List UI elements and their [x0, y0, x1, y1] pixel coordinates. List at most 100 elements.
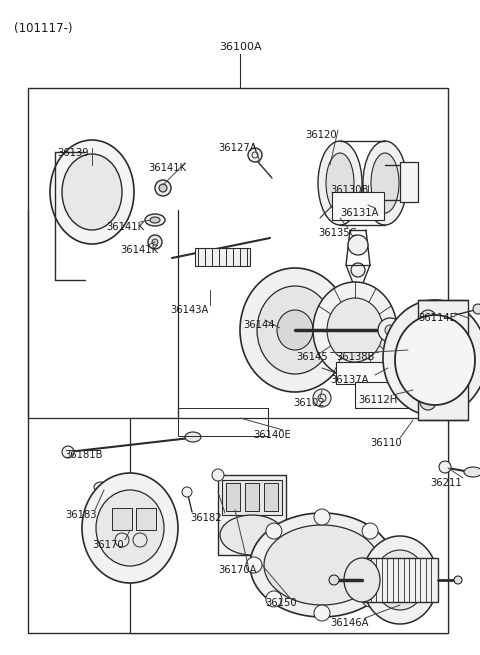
- Ellipse shape: [344, 558, 380, 602]
- Ellipse shape: [371, 153, 399, 213]
- Ellipse shape: [257, 286, 333, 374]
- Bar: [178, 408, 268, 436]
- Circle shape: [473, 304, 480, 314]
- Text: 36131A: 36131A: [340, 208, 379, 218]
- Circle shape: [385, 325, 395, 335]
- Circle shape: [266, 523, 282, 539]
- Circle shape: [266, 591, 282, 607]
- Text: 36100A: 36100A: [219, 42, 261, 52]
- Bar: [130, 418, 448, 633]
- Circle shape: [420, 310, 436, 326]
- Circle shape: [420, 394, 436, 410]
- Bar: [218, 475, 286, 555]
- Circle shape: [351, 263, 365, 277]
- Circle shape: [439, 461, 451, 473]
- Ellipse shape: [363, 141, 407, 225]
- Ellipse shape: [362, 536, 438, 624]
- Ellipse shape: [399, 318, 471, 398]
- Text: 36135C: 36135C: [318, 228, 357, 238]
- Bar: [112, 508, 132, 530]
- Text: 36150: 36150: [265, 598, 297, 608]
- Ellipse shape: [62, 154, 122, 230]
- Bar: [226, 483, 240, 511]
- Circle shape: [248, 148, 262, 162]
- Ellipse shape: [145, 214, 165, 226]
- Bar: [264, 483, 278, 511]
- Ellipse shape: [240, 268, 350, 392]
- Circle shape: [62, 446, 74, 458]
- Ellipse shape: [395, 315, 475, 405]
- Bar: [245, 483, 259, 511]
- Circle shape: [155, 180, 171, 196]
- Text: 36146A: 36146A: [330, 618, 369, 628]
- Circle shape: [115, 533, 129, 547]
- Circle shape: [454, 576, 462, 584]
- Ellipse shape: [82, 473, 178, 583]
- Bar: [418, 300, 468, 420]
- Ellipse shape: [383, 300, 480, 416]
- Text: 36144: 36144: [243, 320, 275, 330]
- Circle shape: [133, 533, 147, 547]
- Text: 36130B: 36130B: [330, 185, 368, 195]
- Ellipse shape: [264, 525, 380, 605]
- Circle shape: [313, 389, 331, 407]
- Text: 36141K: 36141K: [106, 222, 144, 232]
- Circle shape: [314, 605, 330, 621]
- Ellipse shape: [417, 338, 453, 378]
- Circle shape: [378, 318, 402, 342]
- Text: 36211: 36211: [430, 478, 462, 488]
- Bar: [400, 162, 418, 202]
- Text: 36110: 36110: [370, 438, 402, 448]
- Ellipse shape: [150, 217, 160, 223]
- Text: 36112H: 36112H: [358, 395, 397, 405]
- Circle shape: [212, 469, 224, 481]
- Text: 36181B: 36181B: [64, 450, 103, 460]
- Ellipse shape: [326, 153, 354, 213]
- Text: 36140E: 36140E: [253, 430, 291, 440]
- Circle shape: [148, 235, 162, 249]
- Circle shape: [382, 557, 398, 573]
- Ellipse shape: [374, 550, 426, 610]
- Ellipse shape: [185, 432, 201, 442]
- Circle shape: [362, 591, 378, 607]
- Ellipse shape: [50, 140, 134, 244]
- Ellipse shape: [94, 482, 108, 492]
- Text: 36143A: 36143A: [170, 305, 208, 315]
- Circle shape: [182, 487, 192, 497]
- Ellipse shape: [277, 310, 313, 350]
- Circle shape: [348, 235, 368, 255]
- Text: 36114E: 36114E: [418, 313, 456, 323]
- Circle shape: [400, 347, 416, 363]
- Text: 36170A: 36170A: [218, 565, 256, 575]
- Circle shape: [329, 575, 339, 585]
- Bar: [195, 248, 250, 266]
- Bar: [332, 192, 384, 220]
- Text: 36138B: 36138B: [336, 352, 374, 362]
- Text: 36183: 36183: [65, 510, 96, 520]
- Bar: [336, 362, 388, 384]
- Circle shape: [246, 557, 262, 573]
- Circle shape: [152, 239, 158, 245]
- Ellipse shape: [318, 141, 362, 225]
- Ellipse shape: [464, 467, 480, 477]
- Circle shape: [362, 523, 378, 539]
- Ellipse shape: [313, 282, 397, 378]
- Text: 36141K: 36141K: [148, 163, 186, 173]
- Text: 36139: 36139: [57, 148, 89, 158]
- Bar: [28, 88, 448, 633]
- Bar: [136, 508, 156, 530]
- Text: 36137A: 36137A: [330, 375, 369, 385]
- Ellipse shape: [96, 490, 164, 566]
- Ellipse shape: [250, 513, 394, 617]
- Text: 36170: 36170: [92, 540, 124, 550]
- Circle shape: [159, 184, 167, 192]
- Text: 36127A: 36127A: [218, 143, 257, 153]
- Ellipse shape: [327, 298, 383, 362]
- Text: 36102: 36102: [293, 398, 324, 408]
- Bar: [222, 480, 282, 515]
- Text: 36141K: 36141K: [120, 245, 158, 255]
- Bar: [355, 382, 413, 408]
- Bar: [362, 558, 438, 602]
- Text: 36120: 36120: [305, 130, 336, 140]
- Text: (101117-): (101117-): [14, 22, 72, 35]
